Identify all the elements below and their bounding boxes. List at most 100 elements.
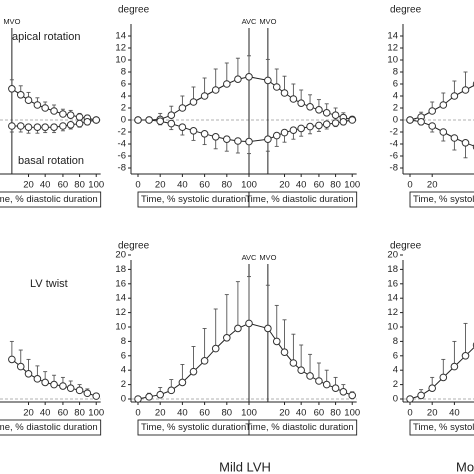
x-tick-label: 100 [241,180,257,191]
y-tick-label: 14 [387,293,398,304]
y-tick-label: 4 [121,91,126,102]
data-point [339,388,348,396]
data-point [145,393,153,401]
data-point [315,121,323,130]
data-point [289,359,298,367]
x-tick-label: 20 [279,408,290,419]
data-point [167,119,176,128]
y-tick-label: 6 [121,79,126,90]
data-point [439,101,448,109]
x-tick-label: 80 [222,408,233,419]
x-tick-label: 100 [88,180,104,191]
y-tick-label: 14 [387,31,398,42]
y-tick-label: 12 [115,307,126,318]
y-tick-label: 6 [393,79,398,90]
x-tick-label: 20 [23,408,34,419]
x-tick-label: 100 [241,408,257,419]
data-point [59,382,67,390]
y-tick-label: 0 [121,115,126,126]
y-tick-label: 10 [387,55,398,66]
data-point [83,389,92,398]
x-axis-label: Time, % systolic duration [141,194,246,205]
y-tick-label: 0 [393,115,398,126]
data-point [50,123,58,131]
data-point [348,391,357,400]
x-tick-label: 0 [407,408,412,419]
data-point [223,80,231,88]
data-point [331,119,340,127]
data-point [75,386,84,395]
data-point [289,95,298,103]
y-tick-label: 0 [121,394,126,405]
data-point [348,116,357,124]
data-point [16,91,25,99]
data-point [428,122,437,130]
x-label-box [248,191,358,208]
data-point [315,377,323,385]
data-point [189,127,198,135]
data-point [450,362,459,371]
data-point [428,107,437,115]
data-point [280,128,289,137]
y-tick-label: 18 [115,264,126,275]
group-label: Mild LVH [219,459,271,474]
y-tick-label: -2 [118,127,126,138]
x-axis-label: Time, % diastolic duration [0,194,98,205]
data-point [16,362,25,371]
data-point [223,334,231,342]
x-tick-label: 80 [330,408,341,419]
data-point [92,392,101,400]
data-point [439,373,448,382]
y-tick-label: 4 [393,91,398,102]
y-tick-label: 4 [121,365,126,376]
group-label: Mo [456,459,474,474]
data-point [33,375,42,383]
data-point [306,122,314,131]
data-point [178,378,187,387]
x-tick-label: 40 [40,408,51,419]
data-point [280,348,289,357]
y-tick-label: 2 [393,379,398,390]
y-tick-label: 8 [393,67,398,78]
event-label: MVO [259,253,276,262]
y-tick-label: 14 [115,31,126,42]
x-tick-label: 20 [155,408,166,419]
data-point [83,118,92,126]
data-point [234,137,242,145]
data-point [41,104,49,112]
panel: 20 40 60 80 100 Time, % diastolic duration LV … [0,278,104,436]
y-tick-label: 20 [387,250,398,261]
data-point [272,131,281,140]
x-tick-label: 0 [135,180,140,191]
annotation: apical rotation [12,31,81,43]
x-tick-label: 80 [74,180,85,191]
y-tick-label: 14 [115,293,126,304]
y-tick-label: 18 [387,264,398,275]
x-tick-label: 100 [344,180,360,191]
y-tick-label: 12 [115,43,126,54]
data-point [322,109,331,117]
x-tick-label: 80 [222,180,233,191]
data-point [297,99,305,107]
data-point [8,122,16,130]
event-label: MVO [259,17,276,26]
data-point [306,372,314,380]
data-point [211,133,220,141]
data-point [59,122,67,130]
y-tick-label: -4 [390,139,398,150]
y-tick-label: -8 [118,163,126,174]
x-tick-label: 20 [427,180,438,191]
data-point [75,113,84,121]
data-point [272,83,281,91]
data-point [417,118,425,126]
x-axis-label: Time, % diastolic duration [245,422,353,433]
data-point [406,395,414,403]
y-tick-label: -6 [118,151,126,162]
y-tick-label: 4 [393,365,398,376]
y-tick-label: 20 [115,250,126,261]
event-label: MVO [3,17,20,26]
data-point [178,104,187,112]
x-tick-label: 80 [330,180,341,191]
event-label: AVC [242,253,257,262]
